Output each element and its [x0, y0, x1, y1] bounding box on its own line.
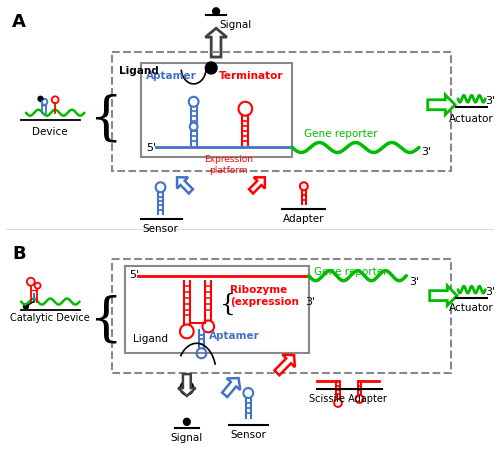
Text: Actuator: Actuator — [450, 302, 494, 312]
Polygon shape — [222, 378, 240, 397]
Text: A: A — [12, 13, 26, 31]
Circle shape — [184, 419, 190, 425]
Text: Gene reporter: Gene reporter — [314, 266, 387, 276]
Polygon shape — [206, 29, 227, 58]
Circle shape — [206, 63, 217, 75]
Text: Signal: Signal — [219, 20, 252, 30]
Text: 3': 3' — [409, 276, 420, 286]
Text: Terminator: Terminator — [219, 71, 284, 81]
Polygon shape — [428, 95, 455, 116]
Text: Sensor: Sensor — [142, 224, 178, 234]
Text: 3': 3' — [305, 296, 315, 306]
Text: Actuator: Actuator — [450, 113, 494, 123]
Circle shape — [24, 304, 28, 309]
Circle shape — [38, 97, 43, 102]
Text: Ribozyme
(expression: Ribozyme (expression — [230, 285, 298, 306]
Text: Aptamer: Aptamer — [210, 330, 260, 341]
Text: 5': 5' — [146, 143, 156, 153]
Text: 3': 3' — [486, 95, 496, 106]
Text: B: B — [12, 244, 26, 263]
Text: 3': 3' — [421, 147, 431, 157]
Polygon shape — [249, 178, 265, 194]
Circle shape — [180, 381, 194, 395]
Text: Catalytic Device: Catalytic Device — [10, 313, 90, 323]
Text: 3': 3' — [486, 286, 496, 296]
Text: Device: Device — [32, 126, 68, 136]
Text: Signal: Signal — [170, 432, 203, 442]
Text: Sensor: Sensor — [230, 429, 266, 439]
Polygon shape — [274, 355, 295, 375]
Text: Ligand: Ligand — [133, 334, 168, 344]
Circle shape — [212, 9, 220, 16]
Text: 5': 5' — [130, 269, 140, 279]
Polygon shape — [430, 286, 457, 306]
Text: }: } — [76, 291, 110, 341]
Text: Scissile Adapter: Scissile Adapter — [309, 393, 386, 403]
Text: Ligand: Ligand — [118, 66, 158, 76]
Text: Aptamer: Aptamer — [146, 71, 196, 81]
Text: Expression
platform: Expression platform — [204, 155, 254, 174]
Polygon shape — [178, 374, 196, 396]
Text: Gene reporter: Gene reporter — [304, 128, 378, 138]
Text: }: } — [76, 90, 110, 141]
Polygon shape — [177, 178, 193, 194]
Text: {: { — [220, 292, 236, 315]
Text: Adapter: Adapter — [283, 213, 325, 224]
